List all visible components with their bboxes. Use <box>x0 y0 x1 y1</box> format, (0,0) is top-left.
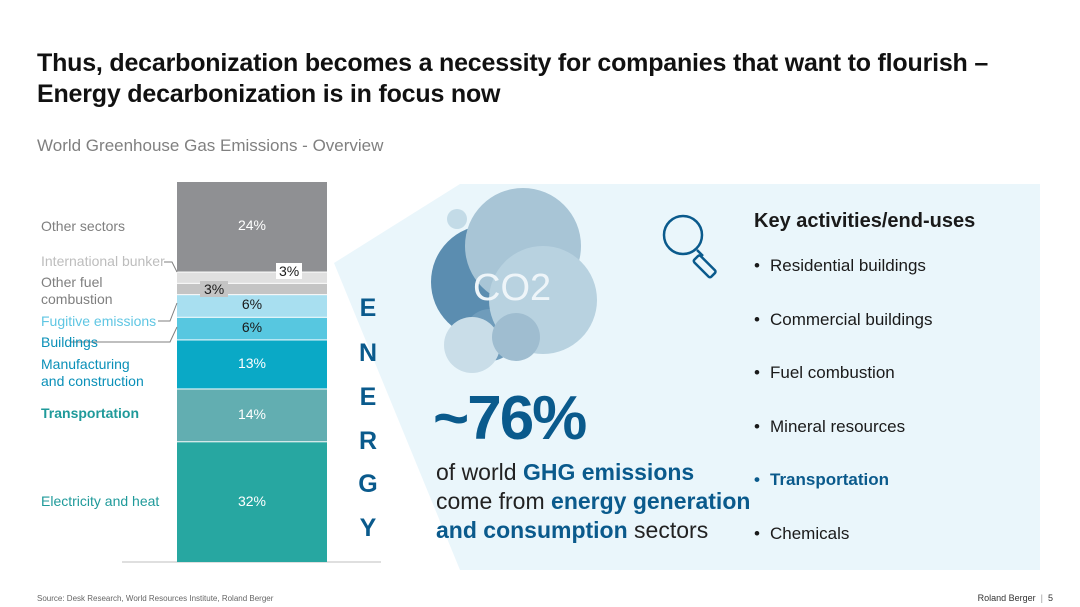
bubble-3 <box>464 309 516 361</box>
energy-letter-g: G <box>358 470 378 498</box>
bar-value-label: 3% <box>200 280 229 297</box>
bullet-icon: • <box>754 309 760 329</box>
activity-item: • Fuel combustion <box>754 363 933 417</box>
chart-subtitle: World Greenhouse Gas Emissions - Overvie… <box>37 136 384 155</box>
bubble-2 <box>495 240 575 320</box>
label-international-bunker: International bunker <box>41 253 165 269</box>
label-other-sectors: Other sectors <box>41 218 126 234</box>
bar-value-label: 3% <box>276 263 303 280</box>
ghg-text-6: sectors <box>627 517 709 543</box>
activity-item: • Commercial buildings <box>754 310 933 364</box>
ghg-text-4: energy generation <box>551 488 751 514</box>
label-manufacturing-line-1: Manufacturing <box>41 356 130 372</box>
bubble-6 <box>444 317 500 373</box>
bar-value-label: 6% <box>241 319 263 336</box>
label-electricity-heat: Electricity and heat <box>41 493 160 509</box>
title-line-2: Energy decarbonization is in focus now <box>37 80 501 108</box>
label-transportation: Transportation <box>41 405 140 421</box>
energy-letter-r: R <box>358 427 378 455</box>
bullet-icon: • <box>754 256 760 275</box>
ghg-text-2: GHG emissions <box>522 459 695 485</box>
bar-value-label: 14% <box>237 405 267 422</box>
key-activities-list: • Residential buildings • Commercial build… <box>754 256 933 578</box>
bubble-7 <box>492 313 540 361</box>
bar-value-label: 6% <box>241 296 263 313</box>
bullet-icon: • <box>754 523 760 543</box>
label-fugitive-emissions: Fugitive emissions <box>41 313 157 329</box>
title-line-1: Thus, decarbonization becomes a necessit… <box>37 49 989 77</box>
activity-label: Transportation <box>770 470 890 490</box>
activity-label: Commercial buildings <box>770 309 933 329</box>
activity-label: Fuel combustion <box>770 363 895 383</box>
label-other-fuel-line-1: Other fuel <box>41 274 103 290</box>
bullet-icon: • <box>754 470 760 490</box>
footer-separator: | <box>1040 593 1043 603</box>
page-title: Thus, decarbonization becomes a necessit… <box>37 48 1047 110</box>
source-note: Source: Desk Research, World Resources I… <box>37 594 274 603</box>
leader-fugitive <box>158 302 178 322</box>
ghg-text-5: and consumption <box>436 517 628 543</box>
label-manufacturing-line-2: and construction <box>41 373 144 389</box>
activity-item: • Chemicals <box>754 524 933 578</box>
energy-letter-e1: E <box>359 294 377 322</box>
bullet-icon: • <box>754 363 760 383</box>
activity-label: Chemicals <box>770 523 850 543</box>
energy-letter-y: Y <box>359 514 377 542</box>
co2-cloud-graphic: CO2 <box>431 188 597 373</box>
activity-label: Mineral resources <box>770 416 906 436</box>
bubble-4 <box>465 188 581 304</box>
bar-value-label: 13% <box>237 354 267 371</box>
bubble-1 <box>431 225 545 339</box>
bar-value-label: 32% <box>237 492 267 509</box>
key-activities-title: Key activities/end-uses <box>754 210 976 232</box>
co2-label: CO2 <box>473 267 551 309</box>
activity-item: • Residential buildings <box>754 256 933 310</box>
activity-item-highlighted: • Transportation <box>754 470 933 524</box>
leader-international-bunker <box>164 261 178 273</box>
activity-label: Residential buildings <box>770 256 926 275</box>
label-manufacturing: Manufacturing and construction <box>41 356 144 390</box>
energy-share-description: of world GHG emissions come from energy … <box>436 458 756 545</box>
bubble-5 <box>489 246 597 354</box>
energy-letter-e2: E <box>359 383 377 411</box>
ghg-text-1: of world <box>436 459 523 485</box>
energy-share-value: ~76% <box>433 384 587 453</box>
label-other-fuel-line-2: combustion <box>41 291 113 307</box>
bullet-icon: • <box>754 416 760 436</box>
bar-value-label: 24% <box>237 217 267 234</box>
activity-item: • Mineral resources <box>754 417 933 471</box>
label-buildings: Buildings <box>41 334 98 350</box>
page-number: 5 <box>1047 593 1053 603</box>
energy-letter-n: N <box>358 339 378 367</box>
ghg-text-3: come from <box>436 488 552 514</box>
brand-name: Roland Berger <box>977 593 1036 603</box>
bubble-small <box>447 209 467 229</box>
label-other-fuel-combustion: Other fuel combustion <box>41 274 113 308</box>
magnifier-icon <box>662 214 717 279</box>
footer-brand: Roland Berger | 5 <box>978 593 1053 603</box>
